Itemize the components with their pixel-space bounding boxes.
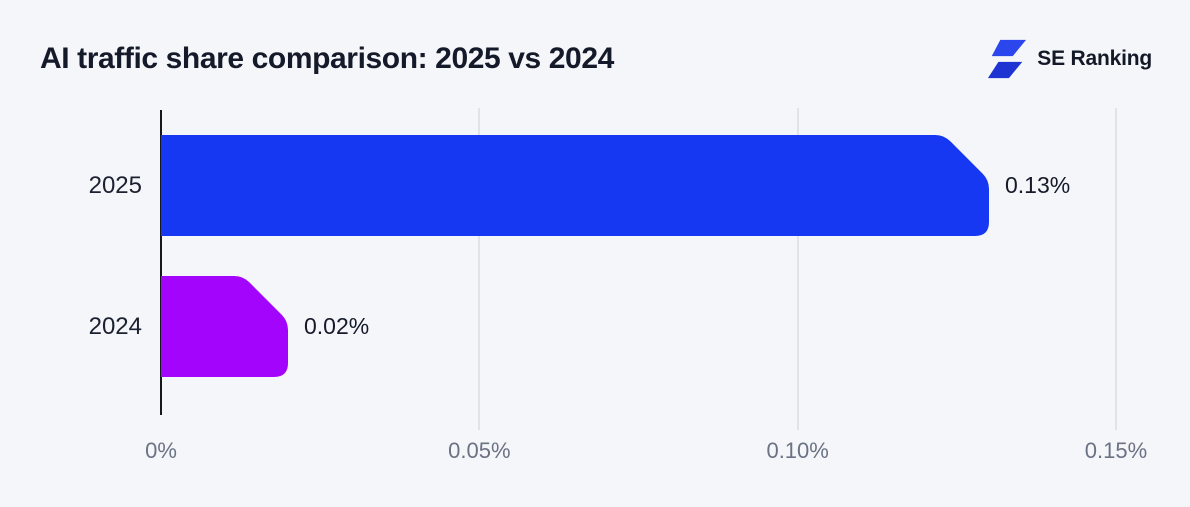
bar-2025: [161, 135, 989, 236]
x-tick-label: 0%: [145, 438, 177, 463]
x-tick-label: 0.05%: [448, 438, 511, 463]
x-tick-label: 0.15%: [1084, 438, 1148, 463]
plot-area: 0% 0.05% 0.10% 0.15% 2025 0.13% 2024 0.02%: [89, 108, 1147, 463]
brand-name: SE Ranking: [1037, 47, 1152, 70]
value-label-2025: 0.13%: [1005, 172, 1071, 198]
gridline: [478, 108, 481, 430]
x-tick-label: 0.10%: [766, 438, 829, 463]
se-ranking-bolt-icon: [986, 38, 1028, 80]
y-axis-line: [160, 110, 162, 415]
brand-logo: SE Ranking: [986, 38, 1152, 80]
category-label-2025: 2025: [88, 171, 142, 199]
chart-title: AI traffic share comparison: 2025 vs 202…: [40, 42, 614, 75]
category-label-2024: 2024: [88, 312, 142, 340]
bar-2024: [161, 276, 288, 377]
gridline: [1115, 108, 1117, 430]
gridline: [796, 108, 799, 430]
value-label-2024: 0.02%: [304, 313, 370, 339]
